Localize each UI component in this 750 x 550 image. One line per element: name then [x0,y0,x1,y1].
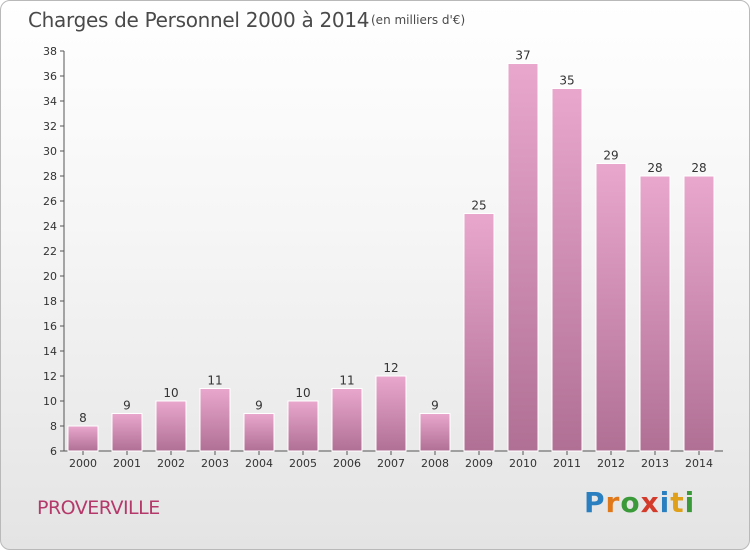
x-tick-label: 2013 [641,457,669,470]
bar-value-label: 28 [691,161,706,175]
bar-value-label: 10 [163,386,178,400]
bar [463,213,495,452]
bar [111,413,143,452]
y-tick-label: 22 [43,245,57,258]
x-tick-label: 2004 [245,457,273,470]
y-tick-label: 16 [43,320,57,333]
x-tick-label: 2014 [685,457,713,470]
bar [375,375,407,452]
x-tick-label: 2010 [509,457,537,470]
bar-value-label: 9 [255,399,263,413]
y-tick-label: 32 [43,120,57,133]
bar [551,88,583,452]
y-tick-label: 26 [43,195,57,208]
y-tick-label: 6 [50,445,57,458]
bar [67,425,99,452]
bar [595,163,627,452]
bar [287,400,319,452]
bar-value-label: 29 [603,149,618,163]
bar-value-label: 35 [559,74,574,88]
y-tick-label: 12 [43,370,57,383]
y-tick-label: 8 [50,420,57,433]
bar-value-label: 28 [647,161,662,175]
chart-subtitle: (en milliers d'€) [371,13,466,27]
bar-value-label: 8 [79,411,87,425]
bar-value-label: 10 [295,386,310,400]
y-tick-label: 38 [43,45,57,58]
bar [507,63,539,452]
y-tick-label: 34 [43,95,57,108]
x-tick-label: 2009 [465,457,493,470]
proxiti-logo: Proxiti [584,486,696,519]
x-tick-label: 2012 [597,457,625,470]
chart-title: Charges de Personnel 2000 à 2014 [28,8,370,32]
bar-value-label: 12 [383,361,398,375]
commune-name: PROVERVILLE [37,497,160,519]
x-tick-label: 2011 [553,457,581,470]
y-tick-label: 18 [43,295,57,308]
bar [155,400,187,452]
x-tick-label: 2006 [333,457,361,470]
y-tick-label: 20 [43,270,57,283]
x-tick-label: 2002 [157,457,185,470]
bar [243,413,275,452]
bar [199,388,231,452]
bar-value-label: 37 [515,49,530,63]
y-tick-label: 36 [43,70,57,83]
bar [683,175,715,452]
y-tick-label: 28 [43,170,57,183]
bar [639,175,671,452]
bar [331,388,363,452]
x-tick-label: 2001 [113,457,141,470]
bar-value-label: 9 [123,399,131,413]
bar-value-label: 25 [471,199,486,213]
x-tick-label: 2007 [377,457,405,470]
x-tick-label: 2005 [289,457,317,470]
bar-value-label: 9 [431,399,439,413]
x-tick-label: 2008 [421,457,449,470]
y-tick-label: 30 [43,145,57,158]
x-tick-label: 2003 [201,457,229,470]
y-tick-label: 10 [43,395,57,408]
bar-value-label: 11 [207,374,222,388]
x-tick-label: 2000 [69,457,97,470]
bar [419,413,451,452]
y-tick-label: 14 [43,345,57,358]
y-tick-label: 24 [43,220,57,233]
bar-value-label: 11 [339,374,354,388]
